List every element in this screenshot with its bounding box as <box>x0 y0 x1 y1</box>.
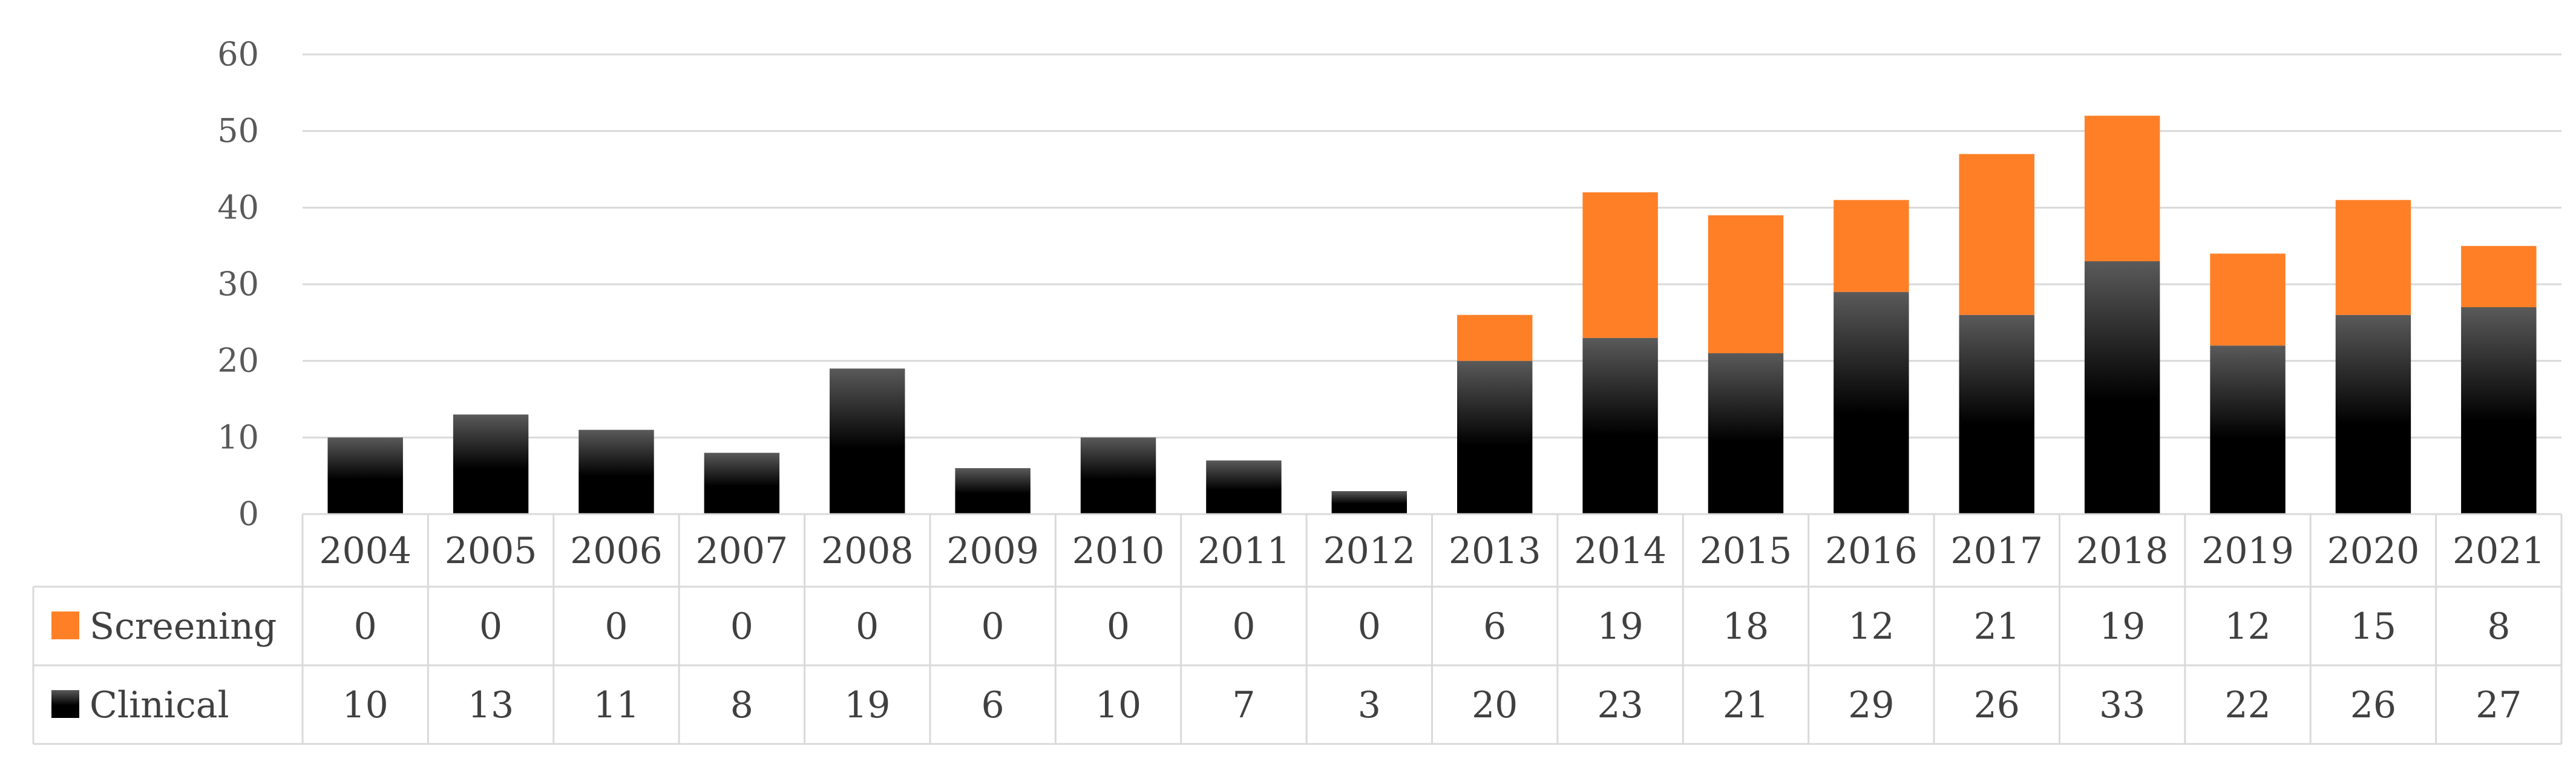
data-label-screening-2021: 8 <box>2487 605 2510 648</box>
data-label-clinical-2007: 8 <box>730 684 753 726</box>
data-label-clinical-2019: 22 <box>2224 684 2270 726</box>
bar-clinical-2012 <box>1331 491 1408 514</box>
bar-clinical-2009 <box>955 468 1031 514</box>
bar-screening-2017 <box>1959 154 2034 315</box>
legend-swatch-clinical <box>51 690 79 718</box>
bar-clinical-2011 <box>1206 460 1282 514</box>
y-tick-label: 40 <box>217 188 259 226</box>
data-label-clinical-2014: 23 <box>1597 684 1643 726</box>
y-tick-label: 20 <box>217 342 259 380</box>
data-label-screening-2006: 0 <box>605 605 628 648</box>
data-label-screening-2019: 12 <box>2224 605 2270 648</box>
bar-clinical-2007 <box>704 452 780 514</box>
data-label-clinical-2016: 29 <box>1848 684 1894 726</box>
data-label-screening-2012: 0 <box>1358 605 1381 648</box>
data-label-screening-2011: 0 <box>1232 605 1255 648</box>
data-label-screening-2020: 15 <box>2350 605 2396 648</box>
data-label-clinical-2021: 27 <box>2476 684 2522 726</box>
data-label-clinical-2018: 33 <box>2099 684 2145 726</box>
bar-screening-2013 <box>1457 315 1533 361</box>
legend-label-clinical: Clinical <box>90 684 229 726</box>
data-label-screening-2016: 12 <box>1848 605 1894 648</box>
bar-clinical-2017 <box>1959 315 2034 514</box>
bar-clinical-2016 <box>1834 292 1909 514</box>
data-label-clinical-2008: 19 <box>844 684 890 726</box>
data-label-screening-2004: 0 <box>354 605 377 648</box>
x-tick-label-2005: 2005 <box>445 530 537 572</box>
data-label-clinical-2013: 20 <box>1472 684 1518 726</box>
data-label-screening-2017: 21 <box>1974 605 2020 648</box>
data-label-clinical-2004: 10 <box>342 684 388 726</box>
data-label-clinical-2020: 26 <box>2350 684 2396 726</box>
bar-clinical-2013 <box>1457 360 1533 514</box>
data-label-clinical-2011: 7 <box>1232 684 1255 726</box>
x-tick-label-2018: 2018 <box>2076 530 2169 572</box>
legend-swatch-screening <box>51 611 79 639</box>
bar-clinical-2005 <box>453 414 529 514</box>
data-label-screening-2007: 0 <box>730 605 753 648</box>
bar-clinical-2021 <box>2461 307 2537 514</box>
data-label-screening-2014: 19 <box>1597 605 1643 648</box>
data-table: 2004 2005 2006 2007 2008 2009 2010 2011 2012 2013… <box>32 513 2563 745</box>
bar-screening-2014 <box>1582 192 1658 338</box>
x-tick-label-2007: 2007 <box>696 530 788 572</box>
x-tick-label-2014: 2014 <box>1574 530 1667 572</box>
x-tick-label-2006: 2006 <box>570 530 663 572</box>
data-label-screening-2013: 6 <box>1483 605 1506 648</box>
bar-clinical-2008 <box>830 368 905 514</box>
x-tick-label-2008: 2008 <box>821 530 914 572</box>
bar-clinical-2004 <box>327 437 403 514</box>
x-tick-label-2017: 2017 <box>1950 530 2043 572</box>
data-label-clinical-2017: 26 <box>1974 684 2020 726</box>
data-label-screening-2009: 0 <box>982 605 1005 648</box>
data-label-clinical-2005: 13 <box>468 684 514 726</box>
bar-screening-2019 <box>2210 253 2286 346</box>
bar-screening-2016 <box>1834 200 1909 292</box>
bar-screening-2015 <box>1708 215 1784 353</box>
x-tick-label-2010: 2010 <box>1072 530 1165 572</box>
x-tick-label-2020: 2020 <box>2327 530 2420 572</box>
data-label-screening-2005: 0 <box>479 605 502 648</box>
data-label-clinical-2006: 11 <box>593 684 639 726</box>
data-label-screening-2015: 18 <box>1723 605 1769 648</box>
y-axis-ticks: 0 10 20 30 40 50 60 <box>217 35 259 533</box>
bar-clinical-2018 <box>2084 261 2160 514</box>
bar-clinical-2010 <box>1080 437 1156 514</box>
y-tick-label: 10 <box>217 418 259 456</box>
x-tick-label-2004: 2004 <box>319 530 411 572</box>
y-tick-label: 30 <box>217 265 259 303</box>
x-tick-label-2012: 2012 <box>1323 530 1415 572</box>
y-tick-label: 60 <box>217 35 259 73</box>
data-label-clinical-2015: 21 <box>1723 684 1769 726</box>
bar-clinical-2020 <box>2335 315 2411 514</box>
y-tick-label: 50 <box>217 112 259 150</box>
bar-clinical-2019 <box>2210 345 2286 514</box>
bar-clinical-2006 <box>578 429 654 514</box>
data-label-screening-2008: 0 <box>856 605 879 648</box>
data-label-screening-2010: 0 <box>1107 605 1130 648</box>
data-label-clinical-2012: 3 <box>1358 684 1381 726</box>
data-label-clinical-2009: 6 <box>982 684 1005 726</box>
bars <box>327 116 2537 514</box>
x-tick-label-2015: 2015 <box>1700 530 1792 572</box>
bar-clinical-2014 <box>1582 337 1658 514</box>
bar-screening-2020 <box>2335 200 2411 315</box>
bar-clinical-2015 <box>1708 353 1784 514</box>
gridlines <box>303 53 2561 439</box>
x-tick-label-2016: 2016 <box>1825 530 1918 572</box>
bar-screening-2021 <box>2461 246 2537 307</box>
x-tick-label-2011: 2011 <box>1198 530 1290 572</box>
bar-screening-2018 <box>2084 116 2160 261</box>
data-label-clinical-2010: 10 <box>1095 684 1141 726</box>
x-tick-label-2019: 2019 <box>2201 530 2294 572</box>
x-tick-label-2009: 2009 <box>946 530 1039 572</box>
x-tick-label-2013: 2013 <box>1449 530 1541 572</box>
data-label-screening-2018: 19 <box>2099 605 2145 648</box>
x-tick-label-2021: 2021 <box>2453 530 2545 572</box>
y-tick-label: 0 <box>238 495 259 533</box>
legend-label-screening: Screening <box>90 605 277 648</box>
